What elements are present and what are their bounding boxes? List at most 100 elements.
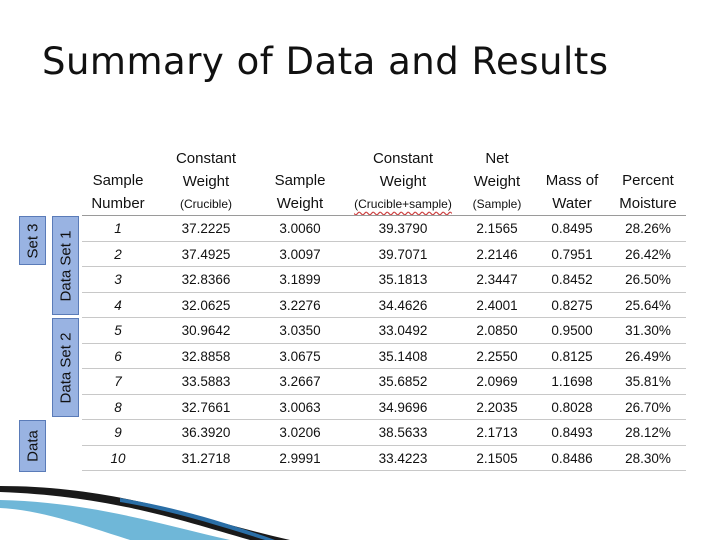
table-cell: 0.8493 [551,425,593,440]
sample-number-cell: 6 [114,348,122,364]
column-header-line: Net [485,150,509,167]
column-header-6: Mass of Water [536,141,608,215]
table-cell: 2.2146 [476,246,518,262]
table-cell: 3.0097 [279,246,321,262]
column-header-subtitle: (Crucible+sample) [354,197,452,211]
table-cell: 37.2225 [181,221,231,236]
sample-number-cell: 5 [114,323,122,338]
set-3-label: Set 3 [19,216,46,265]
table-cell: 37.4925 [181,246,231,262]
table-cell: 2.3447 [476,272,518,287]
table-cell: 2.1565 [476,221,518,236]
column-header-subtitle: (Crucible) [179,197,232,211]
data-label: Data [19,420,46,472]
table-cell: 33.0492 [378,323,428,338]
column-header-line: Moisture [619,195,677,212]
sample-number-cell: 4 [114,297,122,313]
table-cell: 0.8125 [551,348,593,364]
column-header-line: Mass of [545,172,599,189]
sample-number-cell: 8 [114,399,122,415]
column-header-line: Water [552,195,592,212]
row-divider [82,291,686,293]
row-divider [82,368,686,369]
data-set-2-label: Data Set 2 [52,318,79,417]
table-cell: 32.0625 [181,297,231,313]
table-cell: 3.2276 [279,297,321,313]
sample-number-cell: 9 [114,425,122,440]
table-cell: 28.26% [625,221,671,236]
table-cell: 35.6852 [378,374,428,389]
sample-number-cell: 10 [110,450,126,466]
column-header-1: Sample Number [82,141,154,215]
table-cell: 3.0060 [279,221,321,236]
table-cell: 2.2035 [476,399,518,415]
column-header-line: Constant [175,150,237,167]
data-set-1-label: Data Set 1 [52,216,79,315]
table-cell: 32.7661 [181,399,231,415]
summary-table: Sample Number Constant Weight (Crucible) Samp… [82,141,686,471]
table-cell: 26.50% [625,272,671,287]
column-header-line: Weight [473,173,521,190]
table-cell: 28.30% [625,450,671,466]
table-cell: 26.42% [625,246,671,262]
column-header-line: Sample [274,172,326,189]
table-cell: 38.5633 [378,425,428,440]
decorative-swoosh [0,486,290,540]
column-header-subtitle: (Sample) [472,197,522,211]
table-cell: 1.1698 [551,374,593,389]
data-set-2-text: Data Set 2 [57,332,74,403]
table-cell: 3.1899 [279,272,321,287]
table-cell: 0.8495 [551,221,593,236]
table-cell: 28.12% [625,425,671,440]
table-cell: 35.1408 [378,348,428,364]
table-row: 1 37.2225 3.0060 39.3790 2.1565 0.8495 28.26% [82,216,686,242]
table-row: 3 32.8366 3.1899 35.1813 2.3447 0.8452 26.50% [82,267,686,293]
table-cell: 36.3920 [181,425,231,440]
sample-number-cell: 3 [114,272,122,287]
table-cell: 3.0063 [279,399,321,415]
table-cell: 33.5883 [181,374,231,389]
row-divider [82,317,686,318]
column-header-line: Weight [379,173,427,190]
table-cell: 0.8028 [551,399,593,415]
sample-number-cell: 1 [114,221,122,236]
column-header-4: Constant Weight (Crucible+sample) [344,141,462,215]
table-cell: 26.70% [625,399,671,415]
table-row: 9 36.3920 3.0206 38.5633 2.1713 0.8493 28.12% [82,420,686,446]
column-header-5: Net Weight (Sample) [464,141,530,215]
table-cell: 2.2550 [476,348,518,364]
table-cell: 33.4223 [378,450,428,466]
table-cell: 35.1813 [378,272,428,287]
table-cell: 34.9696 [378,399,428,415]
data-set-1-text: Data Set 1 [57,230,74,301]
row-divider [82,470,686,471]
table-cell: 0.8452 [551,272,593,287]
table-header: Sample Number Constant Weight (Crucible) Samp… [82,141,686,215]
table-row: 10 31.2718 2.9991 33.4223 2.1505 0.8486 28.30% [82,446,686,471]
table-cell: 2.0969 [476,374,518,389]
column-header-7: Percent Moisture [610,141,686,215]
table-row: 7 33.5883 3.2667 35.6852 2.0969 1.1698 35.81% [82,369,686,395]
table-cell: 0.7951 [551,246,593,262]
table-cell: 30.9642 [181,323,231,338]
data-text: Data [24,430,41,462]
table-cell: 0.8275 [551,297,593,313]
table-cell: 25.64% [625,297,671,313]
row-divider [82,240,686,242]
table-cell: 34.4626 [378,297,428,313]
table-row: 5 30.9642 3.0350 33.0492 2.0850 0.9500 31.30% [82,318,686,344]
row-divider [82,444,686,446]
row-divider [82,419,686,420]
table-cell: 0.9500 [551,323,593,338]
table-cell: 2.0850 [476,323,518,338]
table-cell: 3.0206 [279,425,321,440]
column-header-line: Sample [92,172,144,189]
column-header-2: Constant Weight (Crucible) [160,141,252,215]
sample-number-cell: 7 [114,374,122,389]
table-row: 8 32.7661 3.0063 34.9696 2.2035 0.8028 26.70% [82,395,686,420]
column-header-line: Weight [182,173,230,190]
row-divider [82,266,686,267]
table-cell: 39.7071 [378,246,428,262]
table-cell: 3.0350 [279,323,321,338]
table-cell: 2.1505 [476,450,518,466]
